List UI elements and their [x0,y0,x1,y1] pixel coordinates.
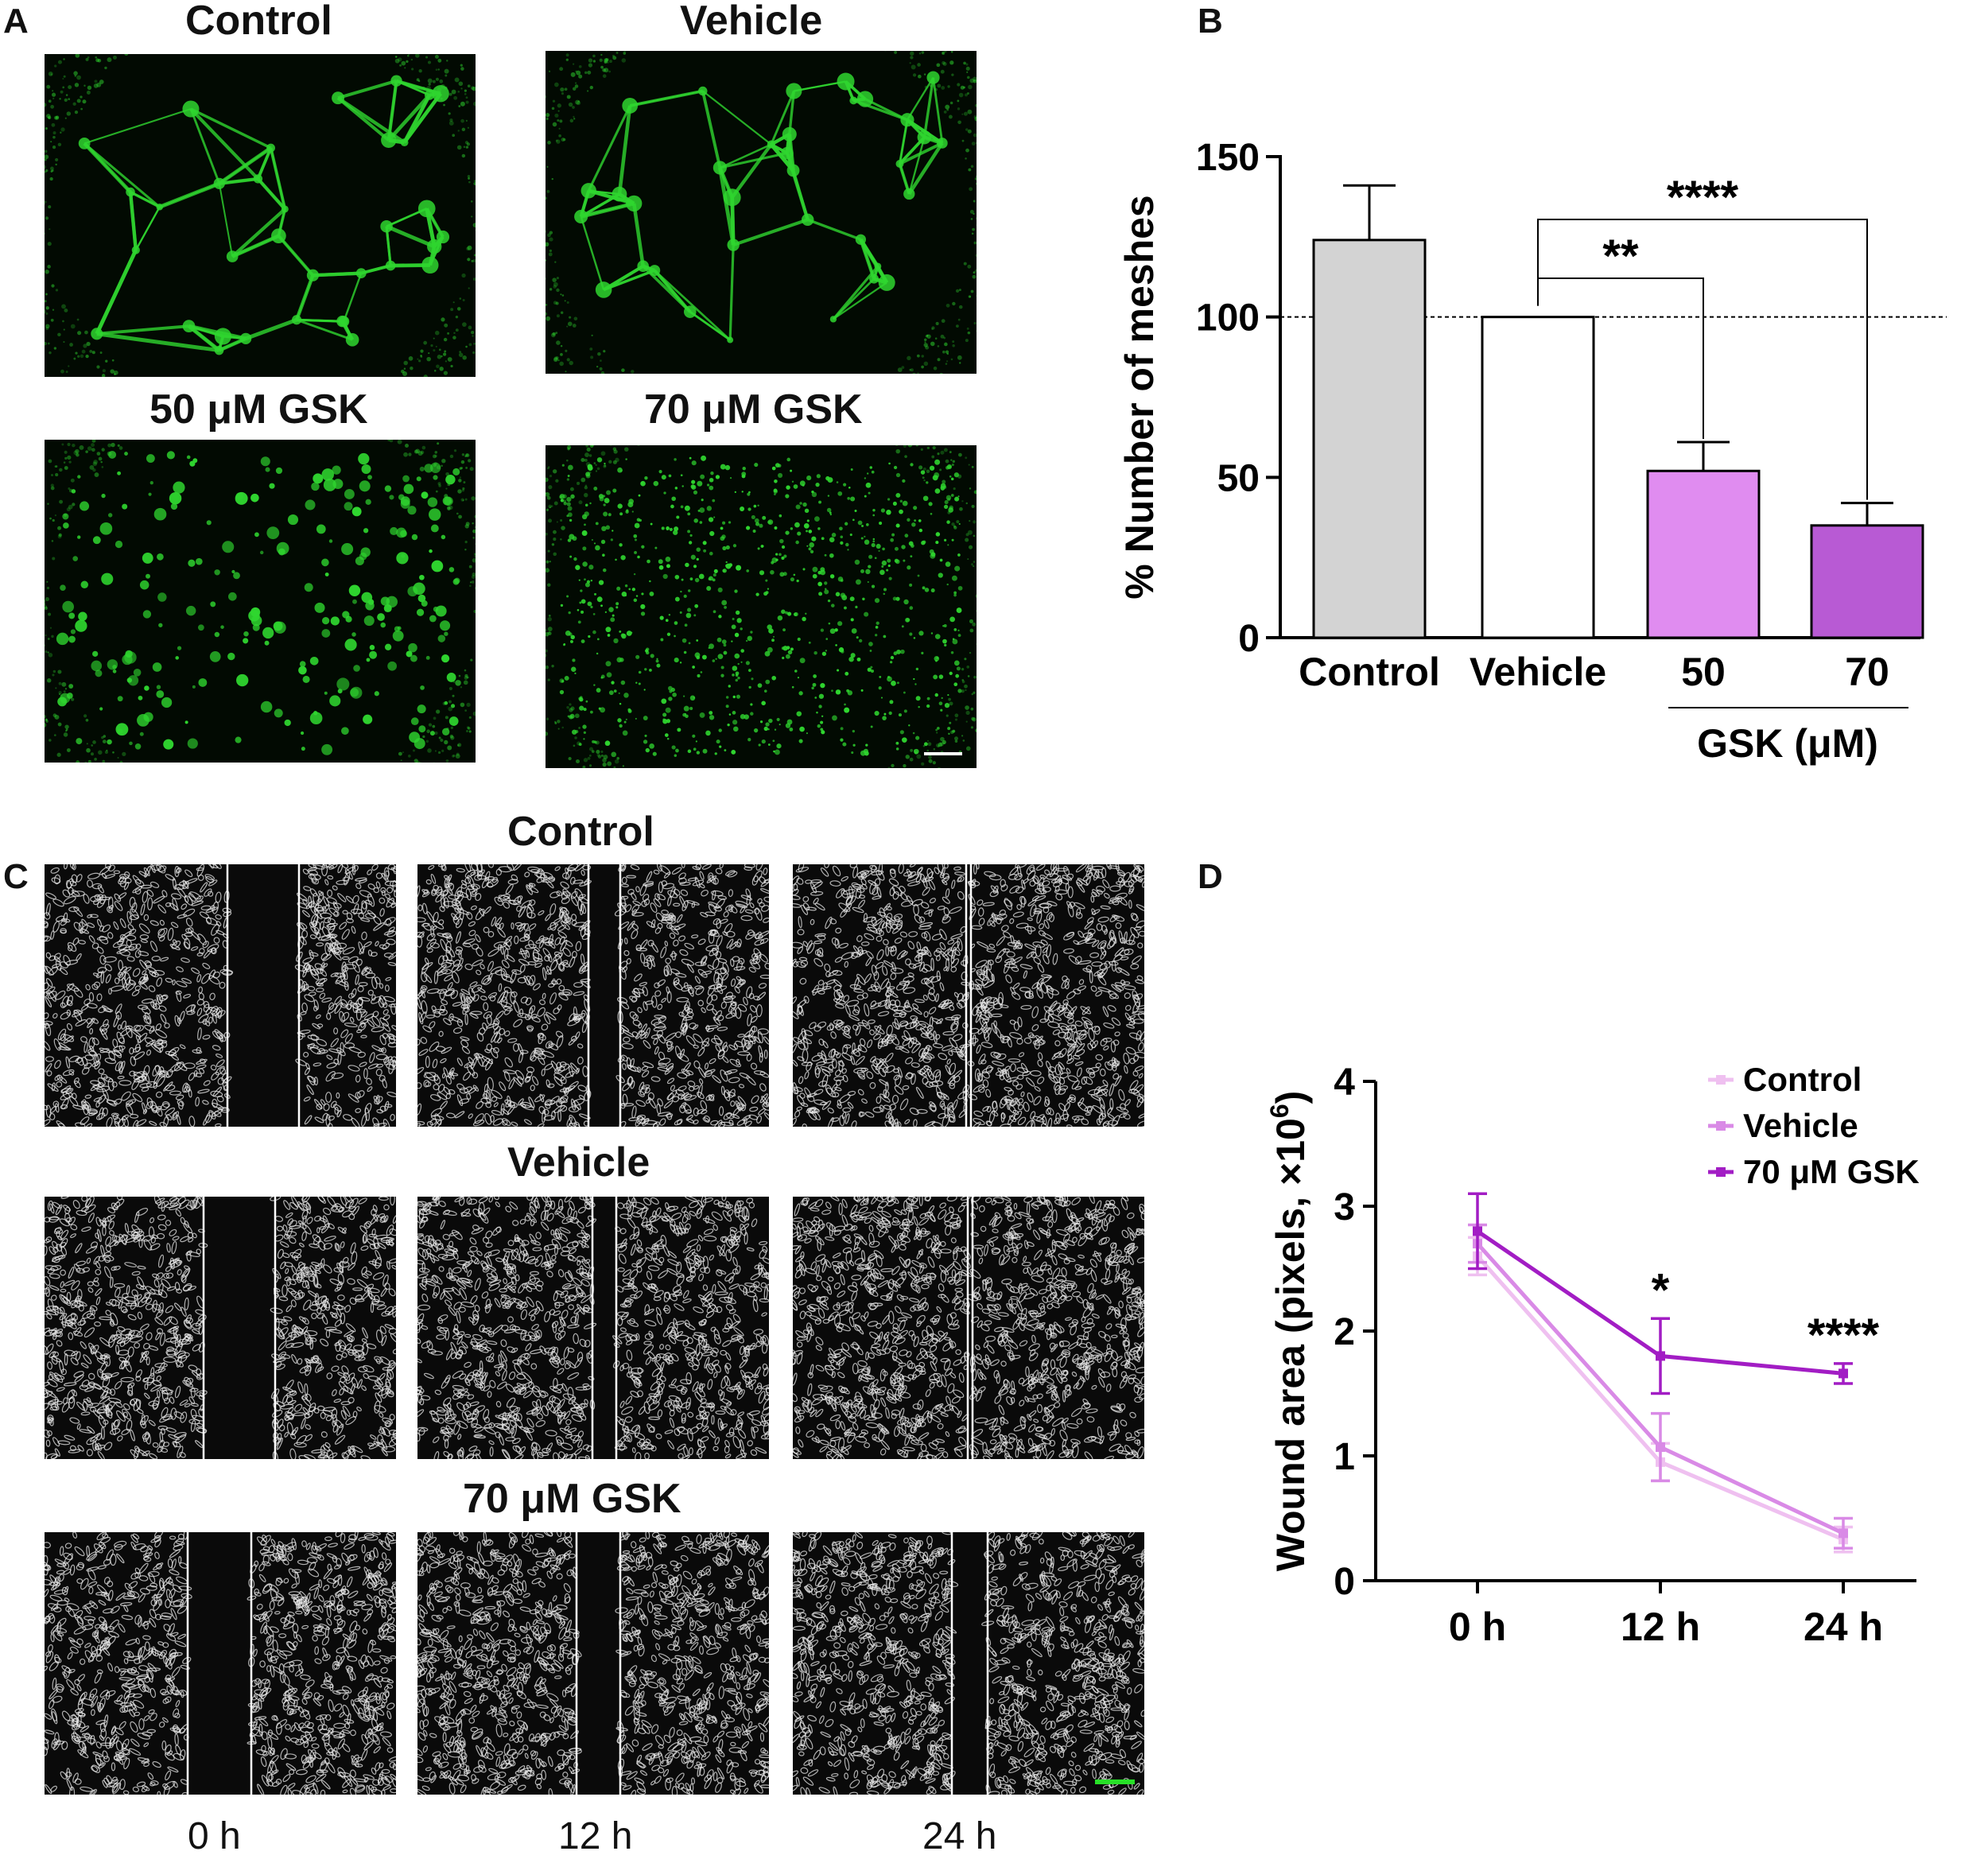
x-tick-label: 70 [1845,650,1889,694]
y-tick-label: 0 [1238,618,1260,660]
y-axis-label: % Number of meshes [1117,195,1162,599]
wound-image [417,1532,769,1795]
y-tick-label: 150 [1196,137,1260,179]
panel-c-row-label-control: Control [507,809,654,855]
x-tick-label: 50 [1681,650,1726,694]
time-label-0h: 0 h [188,1815,241,1857]
y-tick-label: 50 [1217,457,1260,499]
time-label-12h: 12 h [558,1815,633,1857]
wound-image [417,1197,769,1459]
wound-image [793,1532,1144,1795]
group-label: GSK (μM) [1697,721,1878,766]
panel-letter-b: B [1198,2,1223,41]
y-tick-label: 100 [1196,297,1260,340]
wound-image [45,1532,396,1795]
legend-marker [1716,1075,1726,1085]
legend-marker [1716,1121,1726,1131]
bar-Control [1312,239,1427,639]
legend-label: 70 μM GSK [1743,1153,1920,1190]
data-point [1839,1528,1848,1539]
wound-image [417,864,769,1127]
micrograph-control-network [45,54,476,377]
legend-marker [1716,1167,1726,1177]
x-tick-label: Control [1299,650,1440,694]
micrograph-70-gsk-network [546,445,977,768]
panel-letter-a: A [3,2,29,41]
bar-50 [1646,469,1761,639]
data-point [1656,1442,1665,1453]
x-tick-label: Vehicle [1470,650,1606,694]
panel-letter-c: C [3,857,29,896]
significance-label: **** [1667,172,1739,223]
y-tick-label: 1 [1334,1436,1355,1478]
y-tick-label: 2 [1334,1311,1355,1353]
legend-label: Vehicle [1743,1107,1858,1144]
bar-70 [1810,524,1924,639]
panel-a-label-50-gsk: 50 μM GSK [149,386,368,433]
micrograph-vehicle-network [546,51,977,374]
micrograph-50-gsk-network [45,440,476,763]
panel-c-row-label-70-gsk: 70 μM GSK [463,1476,681,1522]
y-tick-label: 3 [1334,1186,1355,1228]
y-tick-label: 0 [1334,1561,1355,1603]
bar-Vehicle [1481,316,1595,639]
wound-image [793,1197,1144,1459]
significance-label: * [1652,1264,1670,1316]
panel-a-label-70-gsk: 70 μM GSK [644,386,863,433]
y-tick-label: 4 [1334,1061,1355,1104]
panel-c-row-label-vehicle: Vehicle [507,1139,650,1186]
panel-letter-d: D [1198,857,1223,896]
wound-image [793,864,1144,1127]
data-point [1656,1351,1665,1361]
wound-image [45,864,396,1127]
significance-bracket [1537,219,1868,500]
x-tick-label: 24 h [1804,1605,1883,1649]
x-tick-label: 0 h [1449,1605,1506,1649]
y-axis-label: Wound area (pixels, ×106) [1265,1091,1313,1572]
significance-label: **** [1807,1310,1880,1361]
panel-a-label-control: Control [185,0,332,44]
mesh-count-bar-chart: 0 50 100 150 % Number of meshes Control Vehicl… [1117,137,1947,766]
panel-a-label-vehicle: Vehicle [680,0,823,44]
significance-label: ** [1602,231,1639,282]
wound-area-line-chart: 0 1 2 3 4 Wound area (pixels, ×106) 0 h 12 h 24 … [1265,1061,1920,1649]
time-label-24h: 24 h [922,1815,997,1857]
data-point [1839,1368,1848,1379]
data-point [1473,1226,1482,1236]
x-tick-label: 12 h [1621,1605,1700,1649]
legend-label: Control [1743,1061,1862,1098]
wound-image [45,1197,396,1459]
